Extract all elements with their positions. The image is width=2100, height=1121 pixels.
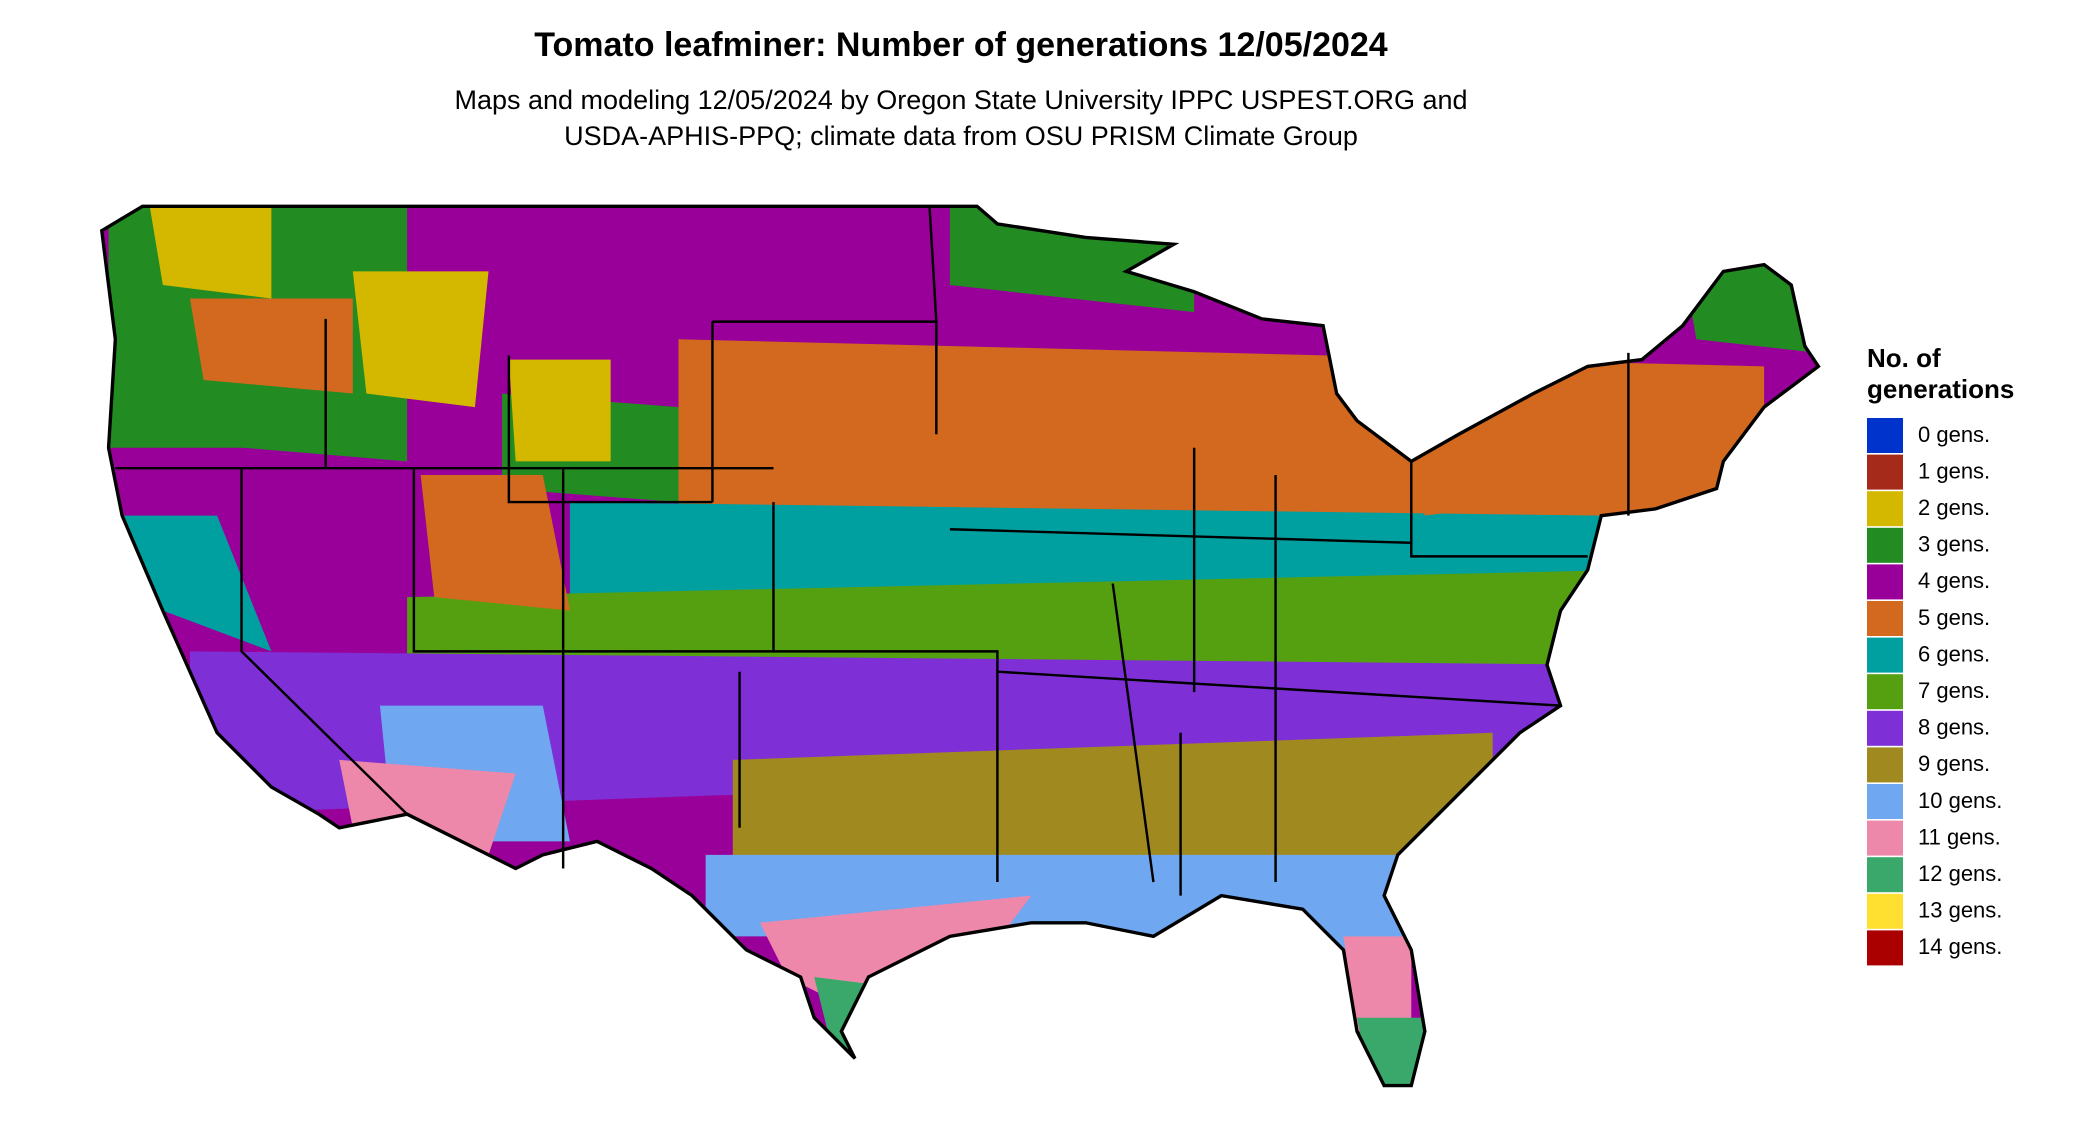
legend-swatch [1867, 564, 1903, 600]
legend-title: No. of [1867, 343, 1941, 373]
legend-swatch [1867, 710, 1903, 746]
legend-swatch [1867, 893, 1903, 929]
legend-swatch [1867, 637, 1903, 673]
legend: 0 gens. 1 gens. 2 gens. 3 gens. 4 gens. 5 gen… [1867, 418, 2002, 966]
legend-label: 10 gens. [1918, 788, 2002, 813]
legend-swatch [1867, 601, 1903, 636]
legend-swatch [1867, 784, 1903, 819]
legend-swatch [1867, 930, 1903, 966]
zone [149, 206, 611, 462]
legend-swatch [1867, 857, 1903, 893]
legend-label: 7 gens. [1918, 678, 1990, 703]
map-subtitle: USDA-APHIS-PPQ; climate data from OSU PR… [564, 121, 1358, 151]
zone [189, 298, 1629, 611]
legend-label: 2 gens. [1918, 495, 1990, 520]
legend-label: 5 gens. [1918, 605, 1990, 630]
map-fill [101, 206, 1819, 1086]
zone [814, 977, 1439, 1086]
state-borders [115, 206, 1630, 896]
legend-label: 14 gens. [1918, 934, 2002, 959]
legend-swatch [1867, 418, 1903, 453]
legend-swatch [1867, 820, 1903, 856]
legend-swatch [1867, 491, 1903, 527]
legend-label: 9 gens. [1918, 751, 1990, 776]
legend-swatch [1867, 747, 1903, 783]
us-map [99, 204, 1821, 1088]
legend-swatch [1867, 674, 1903, 710]
zone [122, 515, 272, 652]
zone [379, 705, 1493, 950]
legend-label: 13 gens. [1918, 898, 2002, 923]
map-subtitle: Maps and modeling 12/05/2024 by Oregon S… [454, 85, 1467, 115]
legend-label: 1 gens. [1918, 458, 1990, 483]
map-title: Tomato leafminer: Number of generations … [534, 26, 1387, 64]
legend-swatch [1867, 454, 1903, 490]
legend-label: 12 gens. [1918, 861, 2002, 886]
legend-label: 0 gens. [1918, 422, 1990, 447]
legend-label: 11 gens. [1918, 824, 2001, 849]
legend-label: 6 gens. [1918, 641, 1990, 666]
legend-label: 3 gens. [1918, 532, 1990, 557]
legend-swatch [1867, 527, 1903, 563]
legend-title: generations [1867, 374, 2014, 404]
us-outline [99, 204, 1821, 1088]
legend-label: 4 gens. [1918, 568, 1990, 593]
zone [732, 732, 1493, 883]
legend-label: 8 gens. [1918, 715, 1990, 740]
